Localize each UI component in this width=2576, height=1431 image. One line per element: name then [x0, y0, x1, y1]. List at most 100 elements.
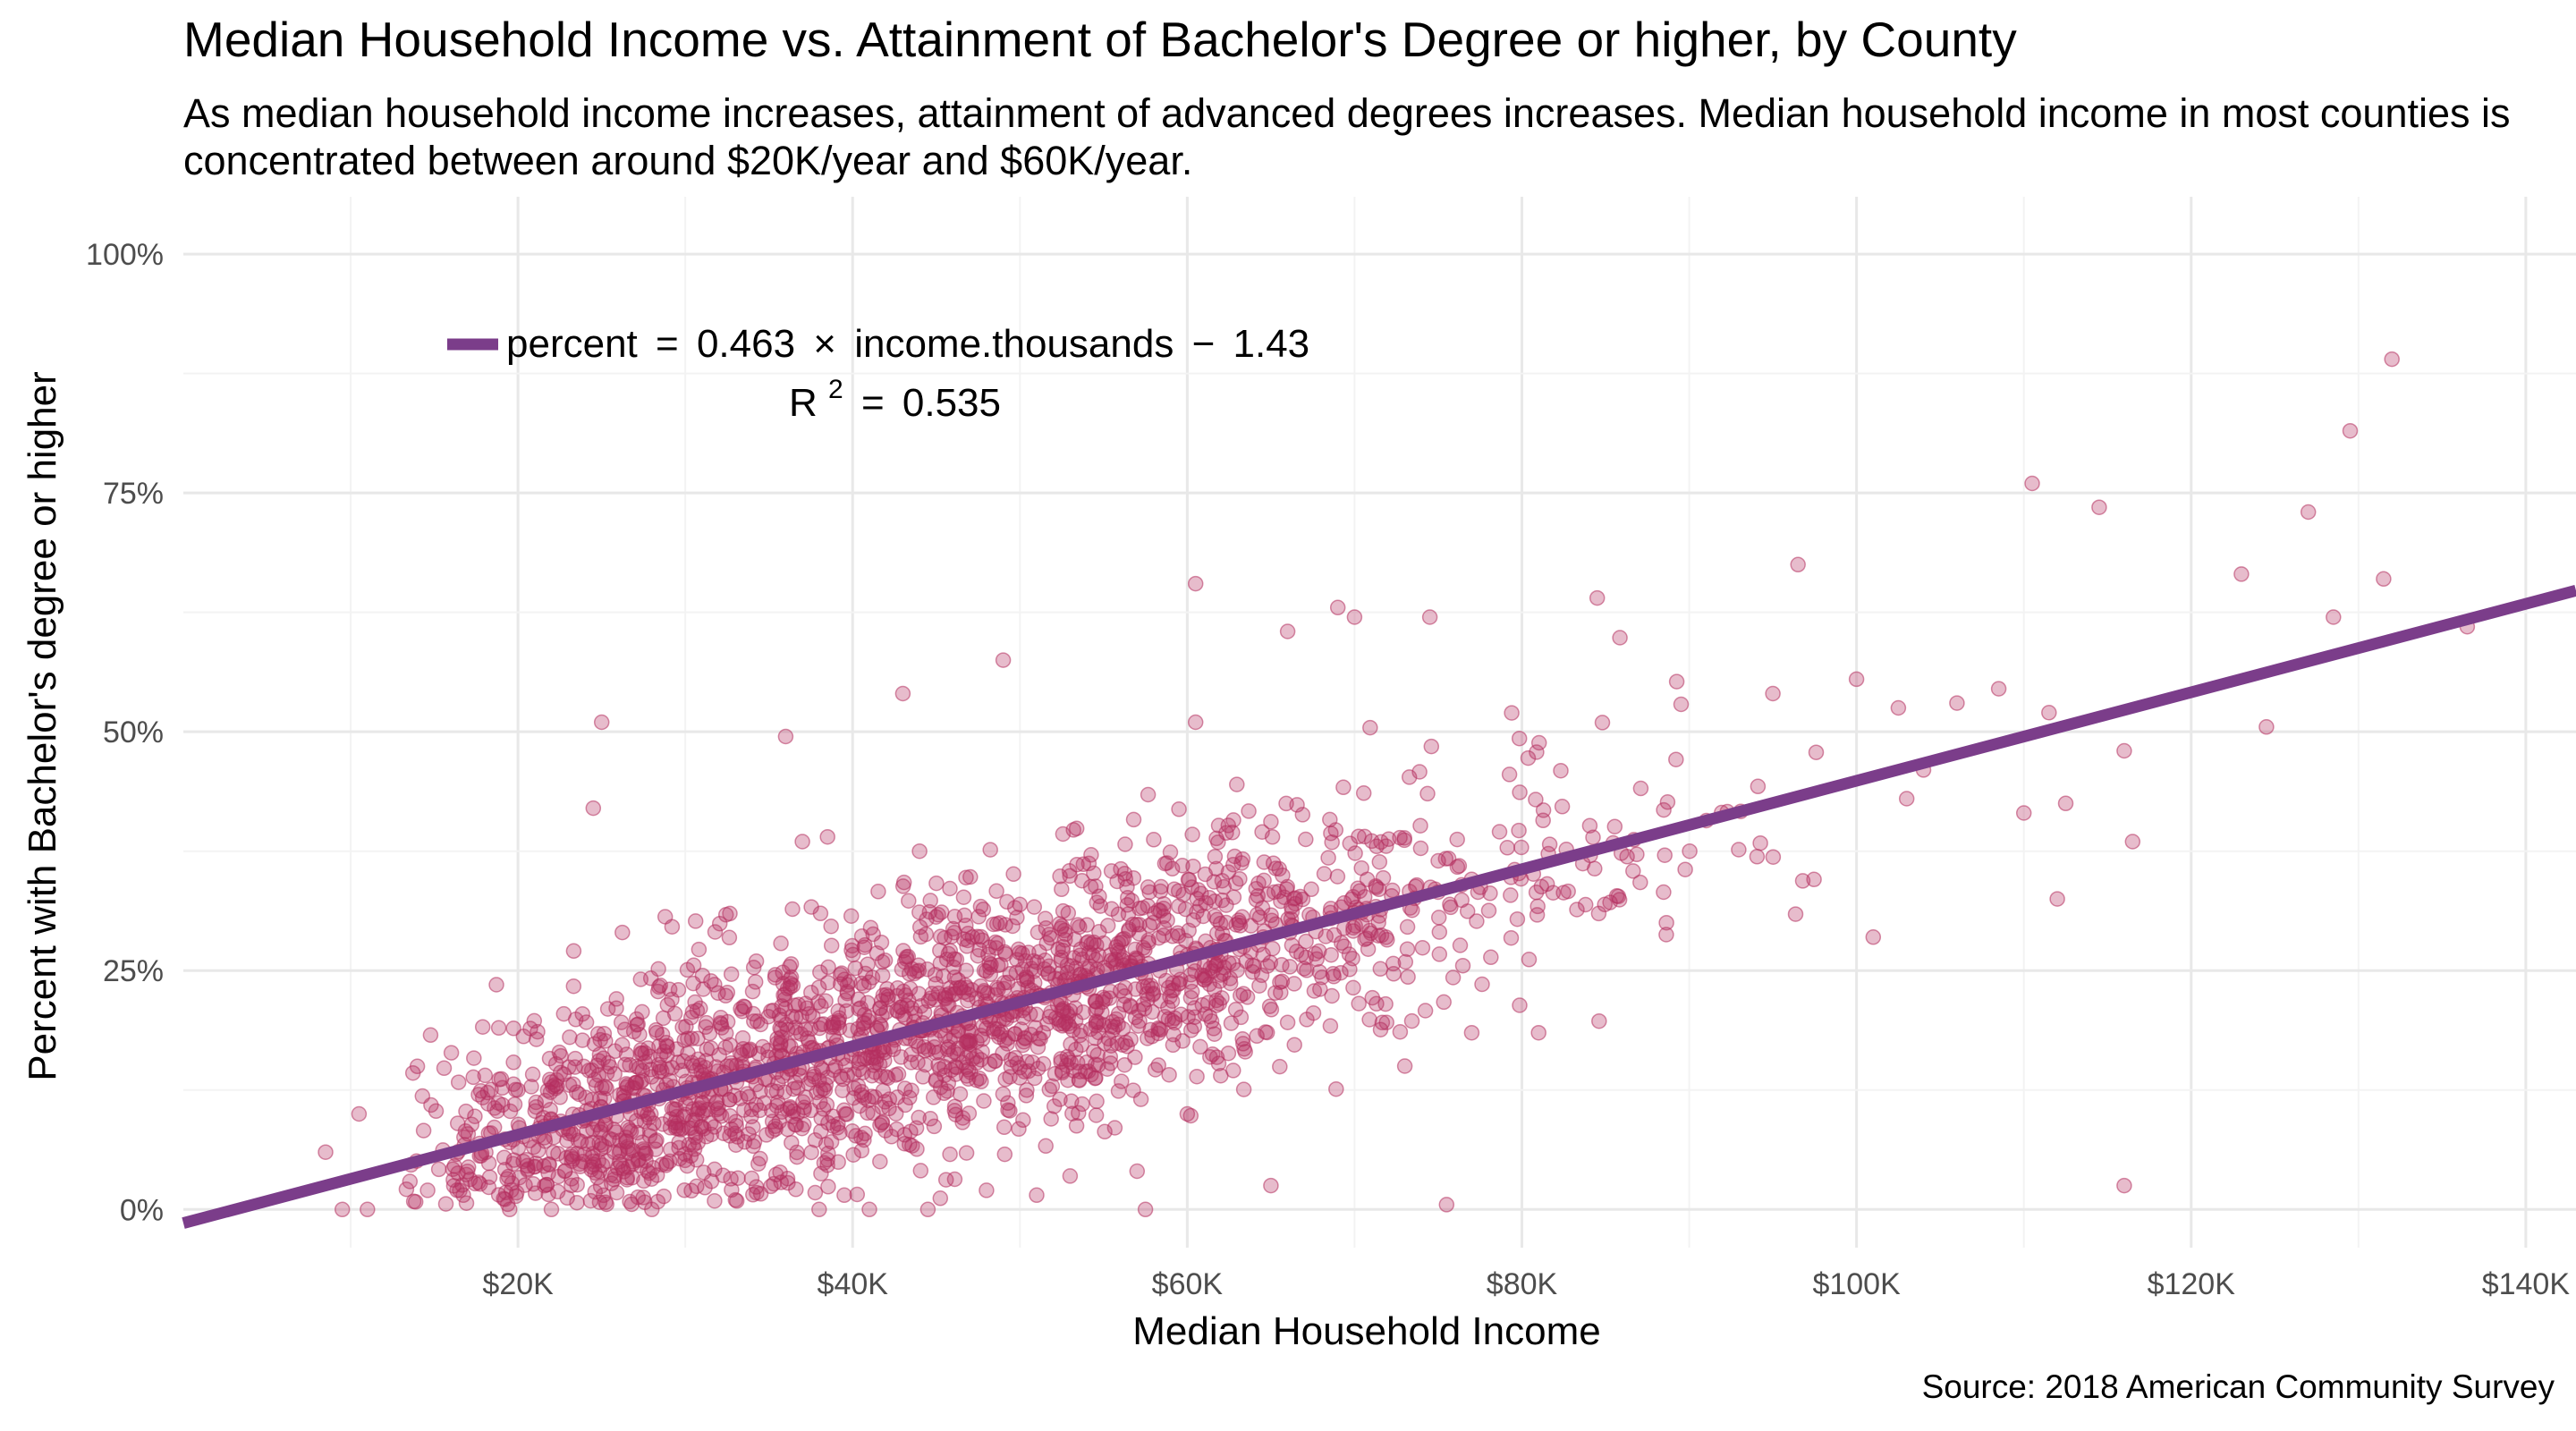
data-point [723, 1171, 739, 1187]
data-point [942, 1146, 958, 1163]
data-point [1499, 840, 1515, 856]
data-point [2024, 475, 2040, 492]
data-point [1125, 869, 1142, 886]
data-point [1222, 970, 1239, 986]
data-point [979, 1182, 995, 1198]
data-point [1345, 979, 1361, 996]
data-point [1213, 1067, 1229, 1084]
data-point [1248, 892, 1265, 908]
data-point [1089, 1093, 1105, 1110]
data-point [1530, 734, 1547, 751]
data-point [713, 1009, 729, 1026]
data-point [1171, 898, 1187, 915]
data-point [1012, 1070, 1028, 1086]
data-point [722, 905, 738, 922]
data-point [692, 1000, 708, 1017]
data-point [1445, 970, 1462, 986]
data-point [1658, 927, 1674, 943]
data-point [1225, 857, 1241, 873]
data-point [1423, 738, 1440, 755]
data-point [632, 1046, 649, 1062]
data-point [1324, 987, 1340, 1004]
data-point [750, 1046, 767, 1062]
data-point [459, 1163, 476, 1180]
data-point [919, 1201, 936, 1218]
data-point [1227, 875, 1244, 892]
data-point [1203, 1013, 1220, 1029]
data-point [428, 1103, 445, 1120]
data-point [1320, 850, 1336, 866]
data-point [925, 1089, 942, 1105]
data-point [944, 928, 960, 944]
data-point [1414, 939, 1431, 956]
data-point [526, 1012, 543, 1029]
data-point [775, 976, 792, 992]
data-point [1170, 927, 1187, 944]
data-point [606, 1043, 623, 1060]
data-point [1189, 1068, 1205, 1085]
data-point [621, 1145, 637, 1161]
data-point [1356, 889, 1373, 905]
data-point [1459, 903, 1476, 919]
grid [183, 197, 2576, 1248]
data-point [996, 1146, 1013, 1163]
data-point [1187, 575, 1204, 592]
data-point [617, 1056, 633, 1073]
data-point [860, 995, 876, 1011]
data-point [947, 1106, 964, 1122]
data-point [540, 1186, 556, 1203]
data-point [676, 1032, 692, 1048]
data-point [409, 1058, 426, 1075]
data-point [1274, 956, 1290, 973]
data-point [973, 1073, 989, 1090]
data-point [419, 1182, 436, 1198]
data-point [656, 1188, 672, 1205]
data-point [550, 1168, 567, 1185]
data-point [769, 1030, 785, 1046]
data-point [937, 1172, 954, 1188]
data-point [422, 1027, 439, 1044]
chart-title: Median Household Income vs. Attainment o… [183, 12, 2017, 67]
data-point [1231, 914, 1248, 931]
data-point [1535, 812, 1551, 829]
x-axis-title: Median Household Income [1132, 1309, 1600, 1353]
data-point [1528, 792, 1544, 808]
data-point [794, 834, 810, 850]
data-point [1385, 955, 1402, 972]
data-point [479, 1084, 496, 1101]
data-point [1303, 881, 1319, 898]
data-point [2091, 499, 2107, 515]
data-point [2057, 795, 2074, 812]
data-point [1632, 780, 1649, 797]
data-point [1657, 847, 1673, 863]
data-point [2233, 566, 2250, 582]
data-point [902, 1136, 918, 1153]
data-point [594, 1080, 610, 1096]
data-point [1673, 696, 1690, 713]
data-point [1082, 1020, 1099, 1037]
data-point [1335, 938, 1352, 954]
data-point [873, 934, 890, 951]
equation-equals: = [656, 322, 679, 366]
data-point [819, 1151, 835, 1168]
data-point [1102, 1048, 1119, 1065]
data-point [491, 1071, 507, 1088]
data-point [1342, 835, 1359, 851]
data-point [1431, 946, 1448, 962]
data-point [853, 1142, 870, 1159]
data-point [1533, 878, 1550, 895]
data-point [1147, 1062, 1164, 1078]
data-point [1179, 1105, 1196, 1122]
data-point [748, 1097, 765, 1113]
data-point [995, 1086, 1012, 1103]
data-point [930, 985, 947, 1002]
data-point [463, 1116, 480, 1133]
data-point [872, 1153, 888, 1170]
data-points [318, 351, 2476, 1218]
data-point [644, 1201, 660, 1218]
data-point [852, 1051, 868, 1067]
data-point [1210, 817, 1227, 834]
data-point [1373, 927, 1390, 944]
data-point [1590, 905, 1607, 922]
data-point [466, 1050, 482, 1066]
